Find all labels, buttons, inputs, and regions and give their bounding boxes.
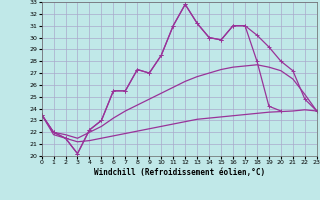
X-axis label: Windchill (Refroidissement éolien,°C): Windchill (Refroidissement éolien,°C) (94, 168, 265, 177)
